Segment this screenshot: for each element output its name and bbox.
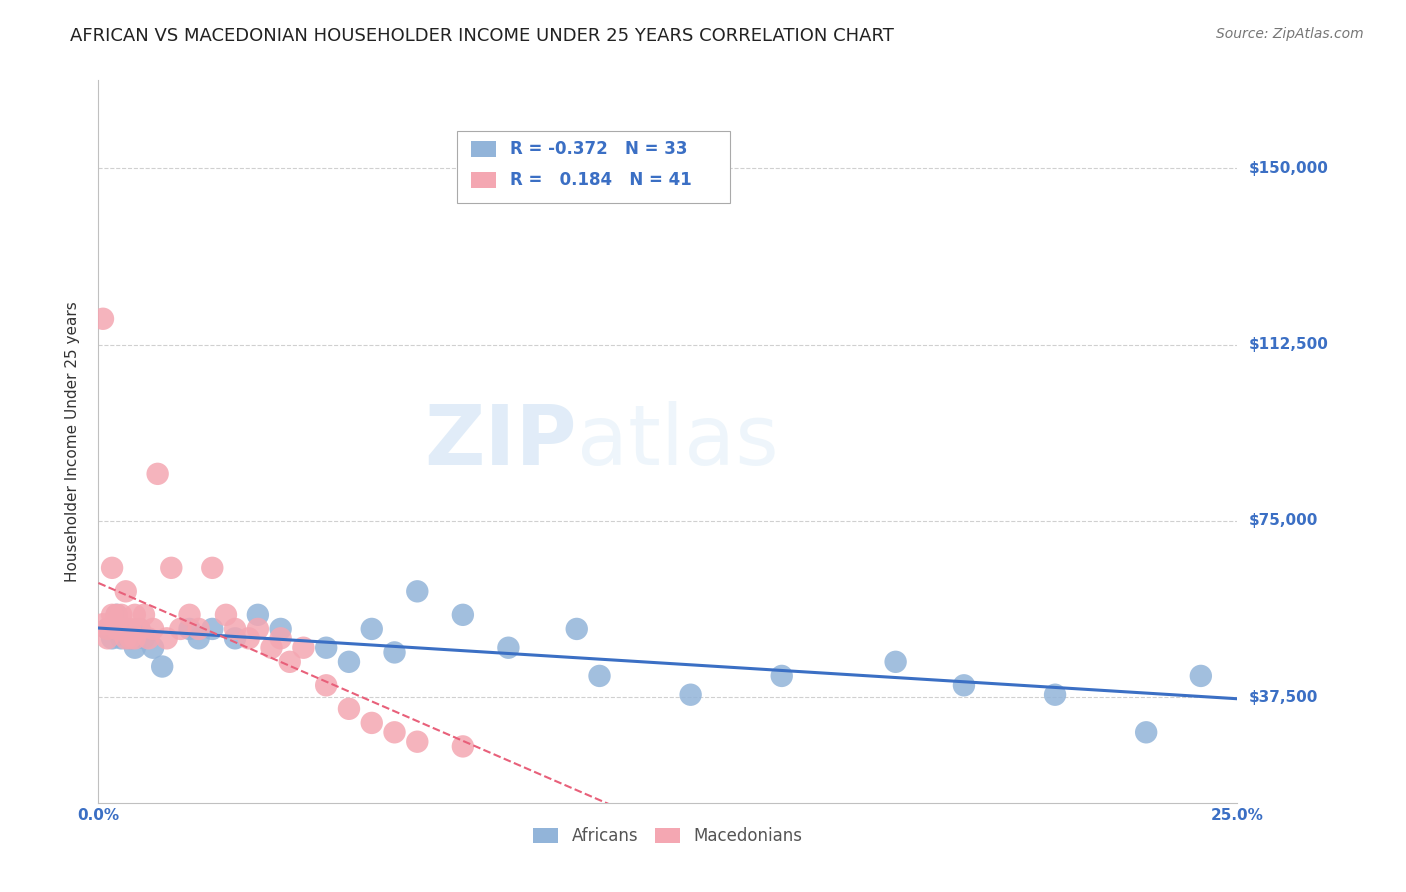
Point [124,640,146,655]
Y-axis label: Householder Income Under 25 years: Householder Income Under 25 years [65,301,80,582]
Point [150,659,173,673]
Point [132,632,155,646]
Point [953,678,976,692]
Point [406,584,429,599]
Point [278,655,301,669]
Point [1043,688,1066,702]
Point [138,632,160,646]
Point [114,632,136,646]
Point [96,622,118,636]
Point [884,655,907,669]
Text: R = -0.372   N = 33: R = -0.372 N = 33 [509,140,688,158]
FancyBboxPatch shape [471,141,496,157]
Text: AFRICAN VS MACEDONIAN HOUSEHOLDER INCOME UNDER 25 YEARS CORRELATION CHART: AFRICAN VS MACEDONIAN HOUSEHOLDER INCOME… [70,27,894,45]
Point [120,632,142,646]
Point [1135,725,1157,739]
Point [105,607,128,622]
Text: R =   0.184   N = 41: R = 0.184 N = 41 [509,171,692,189]
Point [337,655,360,669]
Point [384,725,406,739]
Point [120,622,142,636]
Point [120,632,142,646]
Point [260,640,283,655]
Legend: Africans, Macedonians: Africans, Macedonians [533,827,803,845]
Point [215,607,238,622]
Point [270,632,292,646]
Text: atlas: atlas [576,401,779,482]
Point [246,607,269,622]
Point [292,640,315,655]
Point [142,622,165,636]
Text: Source: ZipAtlas.com: Source: ZipAtlas.com [1216,27,1364,41]
Point [179,607,201,622]
Text: ZIP: ZIP [425,401,576,482]
Point [360,622,382,636]
Point [128,622,150,636]
Point [96,632,118,646]
Point [238,632,260,646]
Point [451,739,474,754]
Point [588,669,610,683]
Point [224,632,246,646]
Point [270,622,292,636]
Point [146,467,169,481]
Point [315,640,337,655]
Point [201,561,224,575]
Point [498,640,520,655]
Point [110,632,132,646]
Point [110,622,132,636]
Point [128,622,150,636]
Point [105,622,128,636]
Point [91,617,114,632]
Point [156,632,179,646]
Point [337,702,360,716]
Point [96,622,118,636]
Point [132,607,155,622]
Text: $75,000: $75,000 [1249,513,1317,528]
Point [169,622,191,636]
Point [406,735,429,749]
Point [246,622,269,636]
FancyBboxPatch shape [457,131,731,203]
Text: $37,500: $37,500 [1249,690,1317,705]
Point [360,715,382,730]
Point [187,622,209,636]
Point [142,640,165,655]
Point [187,632,209,646]
Point [679,688,702,702]
Point [101,561,124,575]
Point [565,622,588,636]
Point [91,311,114,326]
Text: $150,000: $150,000 [1249,161,1329,176]
Point [114,584,136,599]
FancyBboxPatch shape [471,172,496,188]
Point [770,669,793,683]
Point [384,645,406,659]
Point [101,632,124,646]
Point [1189,669,1212,683]
Point [160,561,183,575]
Text: $112,500: $112,500 [1249,337,1329,352]
Point [105,607,128,622]
Point [124,632,146,646]
Point [315,678,337,692]
Point [451,607,474,622]
Point [110,607,132,622]
Point [224,622,246,636]
Point [114,622,136,636]
Point [179,622,201,636]
Point [201,622,224,636]
Point [124,607,146,622]
Point [101,607,124,622]
